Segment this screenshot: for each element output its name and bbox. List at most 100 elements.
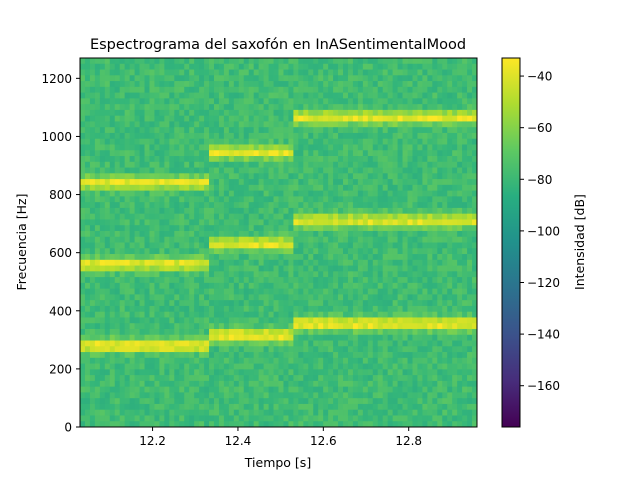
heatmap-cell xyxy=(387,69,394,76)
heatmap-cell xyxy=(218,305,225,313)
heatmap-cell xyxy=(218,248,225,255)
heatmap-cell xyxy=(263,392,269,399)
heatmap-cell xyxy=(179,98,185,105)
heatmap-cell xyxy=(318,282,324,290)
heatmap-cell xyxy=(288,98,294,105)
heatmap-cell xyxy=(392,323,398,330)
heatmap-cell xyxy=(154,86,160,93)
heatmap-cell xyxy=(298,236,304,243)
heatmap-cell xyxy=(422,392,428,399)
heatmap-cell xyxy=(377,196,384,203)
heatmap-cell xyxy=(263,236,269,243)
heatmap-cell xyxy=(263,179,269,186)
heatmap-cell xyxy=(223,202,230,209)
heatmap-cell xyxy=(437,265,443,272)
heatmap-cell xyxy=(124,81,131,88)
heatmap-cell xyxy=(313,288,319,295)
heatmap-cell xyxy=(209,225,215,232)
heatmap-cell xyxy=(283,369,289,376)
heatmap-cell xyxy=(298,161,304,168)
heatmap-cell xyxy=(94,259,101,266)
heatmap-cell xyxy=(228,328,235,336)
heatmap-cell xyxy=(367,190,374,197)
heatmap-cell xyxy=(84,230,91,238)
heatmap-cell xyxy=(328,357,334,364)
heatmap-cell xyxy=(164,254,170,261)
heatmap-cell xyxy=(228,236,235,243)
heatmap-cell xyxy=(184,271,190,278)
heatmap-cell xyxy=(352,334,359,341)
heatmap-cell xyxy=(184,317,190,324)
heatmap-cell xyxy=(308,392,314,399)
heatmap-cell xyxy=(323,242,329,249)
heatmap-cell xyxy=(199,179,205,186)
heatmap-cell xyxy=(387,207,394,215)
heatmap-cell xyxy=(204,259,210,266)
heatmap-cell xyxy=(258,121,265,128)
heatmap-cell xyxy=(392,92,398,99)
heatmap-cell xyxy=(323,213,329,220)
heatmap-cell xyxy=(218,121,225,128)
heatmap-cell xyxy=(154,213,160,220)
heatmap-cell xyxy=(149,392,155,399)
heatmap-cell xyxy=(124,63,131,70)
heatmap-cell xyxy=(154,173,160,180)
heatmap-cell xyxy=(362,132,369,140)
heatmap-cell xyxy=(293,150,299,157)
heatmap-cell xyxy=(209,363,215,370)
heatmap-cell xyxy=(328,98,334,105)
heatmap-cell xyxy=(387,317,394,324)
heatmap-cell xyxy=(179,254,185,261)
heatmap-cell xyxy=(99,144,106,151)
heatmap-cell xyxy=(462,184,468,192)
heatmap-cell xyxy=(352,179,359,186)
heatmap-cell xyxy=(204,363,210,370)
heatmap-cell xyxy=(432,369,438,376)
heatmap-cell xyxy=(372,115,379,122)
heatmap-cell xyxy=(199,300,205,307)
heatmap-cell xyxy=(199,398,205,405)
heatmap-cell xyxy=(134,259,140,266)
heatmap-cell xyxy=(308,340,314,347)
heatmap-cell xyxy=(129,219,135,226)
heatmap-cell xyxy=(452,305,458,313)
heatmap-cell xyxy=(238,144,245,151)
heatmap-cell xyxy=(333,69,339,76)
heatmap-cell xyxy=(427,375,433,382)
heatmap-cell xyxy=(124,132,131,140)
heatmap-cell xyxy=(184,398,190,405)
heatmap-cell xyxy=(248,98,255,105)
heatmap-cell xyxy=(238,156,245,163)
heatmap-cell xyxy=(253,259,260,266)
heatmap-cell xyxy=(333,115,339,122)
heatmap-cell xyxy=(412,115,418,122)
heatmap-cell xyxy=(179,213,185,220)
heatmap-cell xyxy=(228,150,235,157)
heatmap-cell xyxy=(278,98,284,105)
heatmap-cell xyxy=(437,300,443,307)
heatmap-cell xyxy=(427,202,433,209)
heatmap-cell xyxy=(347,69,354,76)
heatmap-cell xyxy=(184,363,190,370)
heatmap-cell xyxy=(109,75,116,82)
heatmap-cell xyxy=(343,282,349,290)
heatmap-cell xyxy=(308,92,314,99)
heatmap-cell xyxy=(204,202,210,209)
heatmap-cell xyxy=(99,375,106,382)
heatmap-cell xyxy=(467,58,473,65)
heatmap-cell xyxy=(179,190,185,197)
heatmap-cell xyxy=(223,63,230,70)
heatmap-cell xyxy=(243,271,250,278)
heatmap-cell xyxy=(233,86,240,93)
heatmap-cell xyxy=(437,190,443,197)
heatmap-cell xyxy=(422,69,428,76)
heatmap-cell xyxy=(397,323,403,330)
heatmap-cell xyxy=(159,109,165,117)
heatmap-cell xyxy=(452,259,458,266)
heatmap-cell xyxy=(397,58,403,65)
heatmap-cell xyxy=(104,369,111,376)
heatmap-cell xyxy=(313,109,319,117)
heatmap-cell xyxy=(174,409,180,416)
heatmap-cell xyxy=(283,305,289,313)
heatmap-cell xyxy=(114,207,121,215)
